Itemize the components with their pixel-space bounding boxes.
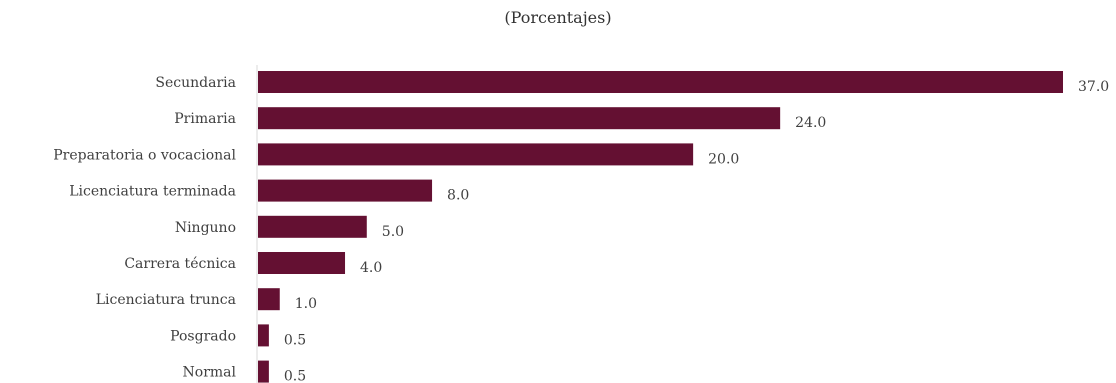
value-label: 4.0: [360, 260, 382, 276]
value-label: 1.0: [295, 296, 317, 312]
category-label: Licenciatura terminada: [69, 184, 236, 200]
category-label: Carrera técnica: [124, 256, 236, 272]
category-label: Primaria: [174, 111, 236, 127]
value-label: 0.5: [284, 332, 306, 348]
bar: [258, 71, 1063, 93]
bar: [258, 360, 269, 383]
value-label: 5.0: [382, 224, 404, 240]
value-label: 37.0: [1078, 79, 1109, 95]
bar: [258, 288, 280, 311]
bar: [258, 143, 694, 166]
chart-subtitle: (Porcentajes): [504, 8, 612, 27]
bars-group: Secundaria 37.0 Primaria 24.0 Preparatoria o…: [53, 71, 1109, 383]
category-label: Secundaria: [155, 75, 236, 91]
category-label: Normal: [183, 365, 237, 381]
category-label: Preparatoria o vocacional: [53, 147, 236, 163]
bar: [258, 252, 346, 274]
bar: [258, 324, 269, 347]
value-label: 8.0: [447, 188, 469, 204]
value-label: 24.0: [795, 115, 826, 131]
category-label: Licenciatura trunca: [96, 292, 236, 308]
category-label: Ninguno: [175, 220, 236, 236]
bar: [258, 179, 433, 202]
bar: [258, 107, 781, 130]
value-label: 20.0: [708, 151, 739, 167]
category-label: Posgrado: [170, 328, 236, 344]
bar: [258, 215, 367, 238]
value-label: 0.5: [284, 369, 306, 383]
